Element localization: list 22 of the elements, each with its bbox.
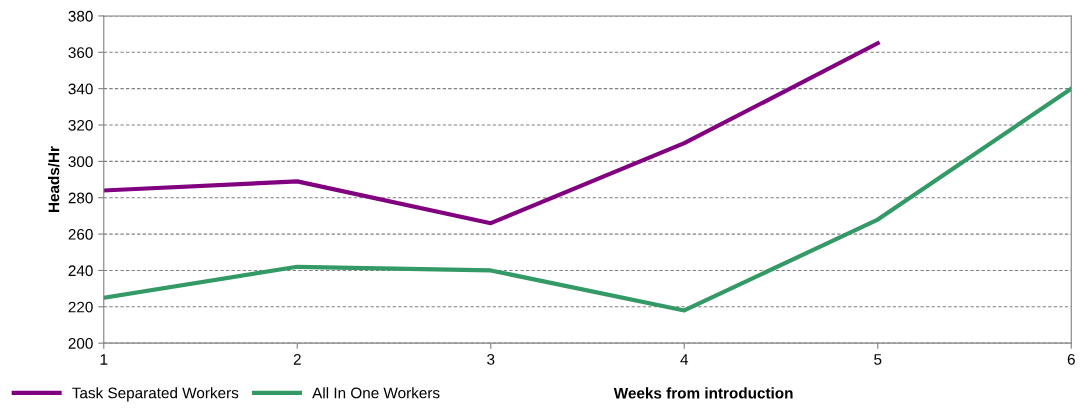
x-tick-label: 4	[680, 354, 689, 365]
y-tick-label: 320	[68, 119, 93, 131]
y-tick-label: 260	[68, 228, 93, 240]
y-tick-label: 200	[68, 338, 93, 349]
y-tick-label: 360	[68, 47, 93, 58]
line-series	[103, 41, 880, 226]
line-series	[103, 86, 1072, 313]
x-tick-label: 5	[874, 354, 882, 365]
y-tick-label: 300	[68, 156, 93, 168]
y-tick-label: 240	[68, 265, 93, 277]
x-tick-label: 1	[100, 354, 108, 365]
x-tick-label: 6	[1067, 353, 1075, 365]
y-axis-title: Heads/Hr	[48, 146, 60, 213]
x-tick-label: 3	[487, 353, 495, 365]
x-tick-label: 2	[293, 353, 301, 365]
y-tick-label: 220	[68, 301, 93, 313]
x-axis-title: Weeks from introduction	[613, 387, 793, 399]
legend-label: Task Separated Workers	[72, 387, 239, 402]
y-tick-label: 280	[68, 192, 93, 204]
y-tick-label: 380	[68, 10, 93, 22]
y-tick-label: 340	[68, 83, 93, 95]
legend-label: All In One Workers	[312, 387, 440, 399]
